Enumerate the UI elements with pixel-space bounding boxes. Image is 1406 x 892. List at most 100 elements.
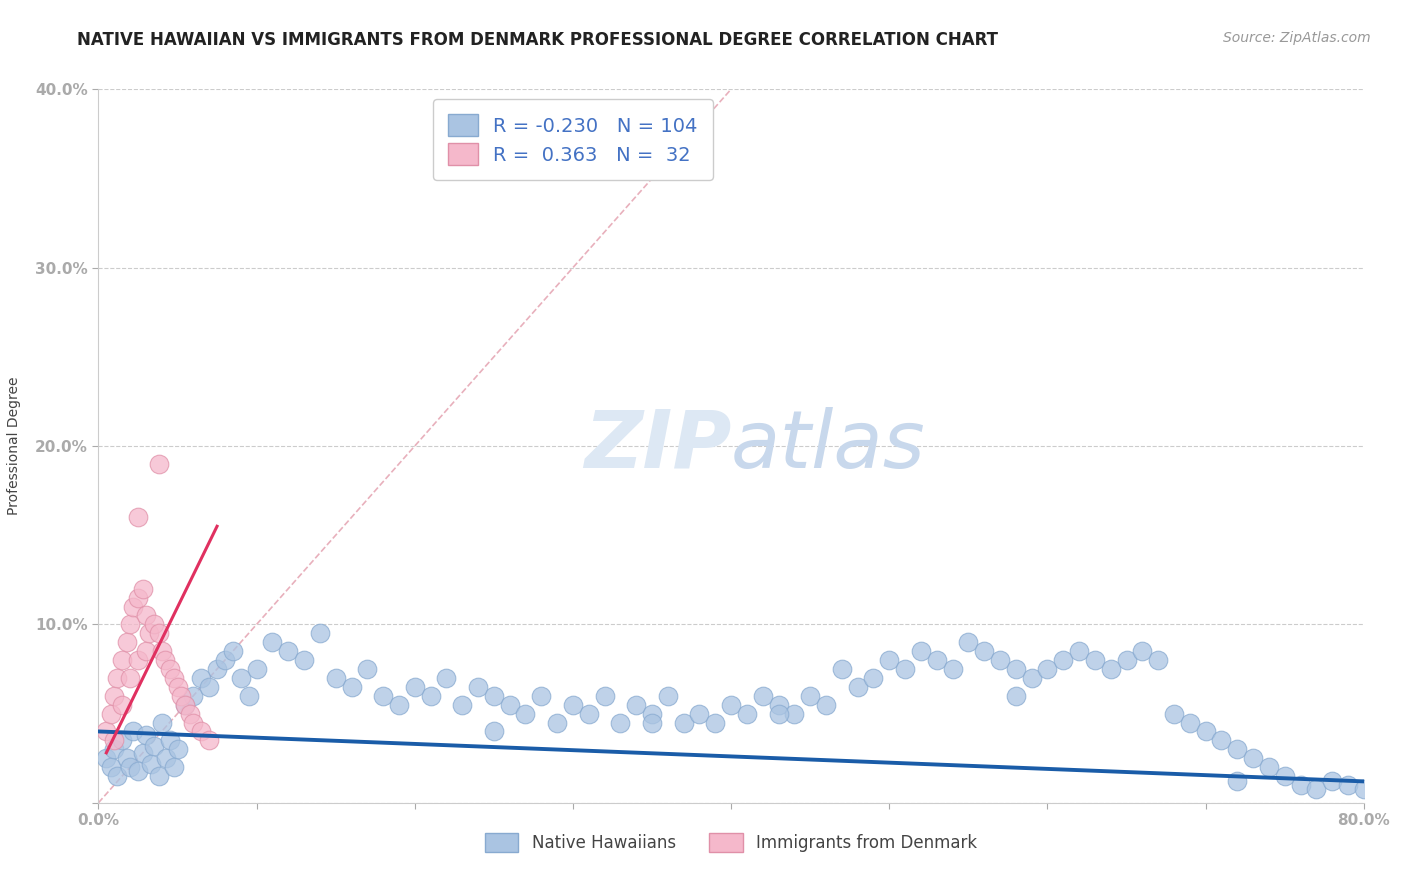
Point bbox=[451, 698, 474, 712]
Point bbox=[142, 617, 165, 632]
Point bbox=[138, 626, 160, 640]
Point bbox=[388, 698, 411, 712]
Point bbox=[179, 706, 201, 721]
Point bbox=[107, 769, 129, 783]
Text: atlas: atlas bbox=[731, 407, 927, 485]
Point bbox=[1241, 751, 1264, 765]
Point bbox=[1305, 781, 1327, 796]
Point bbox=[1067, 644, 1090, 658]
Point bbox=[150, 644, 173, 658]
Point bbox=[100, 760, 122, 774]
Point bbox=[183, 715, 205, 730]
Point bbox=[1036, 662, 1059, 676]
Point bbox=[894, 662, 917, 676]
Point bbox=[198, 680, 221, 694]
Point bbox=[159, 733, 181, 747]
Point bbox=[166, 680, 188, 694]
Point bbox=[132, 746, 155, 760]
Point bbox=[1115, 653, 1137, 667]
Point bbox=[1337, 778, 1360, 792]
Point bbox=[751, 689, 773, 703]
Point bbox=[831, 662, 853, 676]
Point bbox=[190, 724, 212, 739]
Point bbox=[214, 653, 236, 667]
Point bbox=[593, 689, 616, 703]
Point bbox=[1004, 689, 1026, 703]
Point bbox=[1289, 778, 1312, 792]
Point bbox=[222, 644, 245, 658]
Point bbox=[482, 724, 505, 739]
Point bbox=[103, 742, 125, 756]
Point bbox=[115, 635, 138, 649]
Point bbox=[205, 662, 228, 676]
Point bbox=[735, 706, 758, 721]
Point bbox=[1226, 742, 1249, 756]
Point bbox=[122, 724, 145, 739]
Point bbox=[183, 689, 205, 703]
Point bbox=[877, 653, 900, 667]
Text: ZIP: ZIP bbox=[583, 407, 731, 485]
Point bbox=[174, 698, 197, 712]
Point bbox=[371, 689, 394, 703]
Point bbox=[846, 680, 869, 694]
Point bbox=[238, 689, 260, 703]
Point bbox=[561, 698, 585, 712]
Point bbox=[578, 706, 600, 721]
Point bbox=[957, 635, 980, 649]
Point bbox=[609, 715, 631, 730]
Point bbox=[148, 626, 170, 640]
Point bbox=[419, 689, 441, 703]
Point bbox=[1211, 733, 1233, 747]
Point bbox=[135, 608, 157, 623]
Point bbox=[799, 689, 821, 703]
Point bbox=[1099, 662, 1122, 676]
Point bbox=[436, 671, 458, 685]
Point bbox=[190, 671, 212, 685]
Point bbox=[100, 706, 122, 721]
Point bbox=[127, 510, 149, 524]
Point bbox=[166, 742, 188, 756]
Point bbox=[153, 653, 176, 667]
Point bbox=[148, 769, 170, 783]
Point bbox=[292, 653, 315, 667]
Point bbox=[135, 728, 157, 742]
Point bbox=[96, 724, 118, 739]
Point bbox=[127, 591, 149, 605]
Point bbox=[1147, 653, 1170, 667]
Point bbox=[127, 653, 149, 667]
Point bbox=[498, 698, 520, 712]
Point bbox=[340, 680, 363, 694]
Point bbox=[515, 706, 537, 721]
Point bbox=[111, 698, 134, 712]
Point bbox=[111, 653, 134, 667]
Point bbox=[862, 671, 884, 685]
Point bbox=[163, 760, 186, 774]
Point bbox=[96, 751, 118, 765]
Point bbox=[624, 698, 647, 712]
Point bbox=[150, 715, 173, 730]
Point bbox=[720, 698, 742, 712]
Point bbox=[309, 626, 332, 640]
Point bbox=[641, 715, 664, 730]
Point bbox=[988, 653, 1011, 667]
Point bbox=[1130, 644, 1153, 658]
Point bbox=[1163, 706, 1185, 721]
Point bbox=[546, 715, 568, 730]
Point bbox=[783, 706, 806, 721]
Point bbox=[246, 662, 269, 676]
Y-axis label: Professional Degree: Professional Degree bbox=[7, 376, 21, 516]
Point bbox=[1274, 769, 1296, 783]
Point bbox=[467, 680, 489, 694]
Point bbox=[325, 671, 347, 685]
Point bbox=[1194, 724, 1216, 739]
Point bbox=[942, 662, 965, 676]
Point bbox=[132, 582, 155, 596]
Point bbox=[120, 760, 141, 774]
Point bbox=[1178, 715, 1201, 730]
Point bbox=[641, 706, 664, 721]
Point bbox=[482, 689, 505, 703]
Point bbox=[174, 698, 197, 712]
Point bbox=[155, 751, 177, 765]
Point bbox=[103, 689, 125, 703]
Point bbox=[127, 764, 149, 778]
